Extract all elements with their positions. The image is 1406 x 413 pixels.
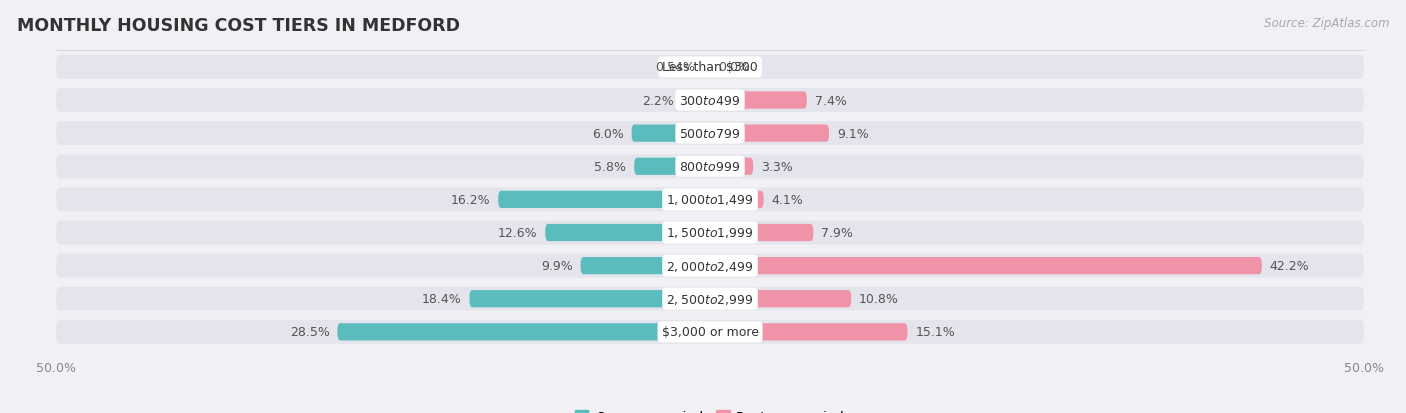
FancyBboxPatch shape — [710, 92, 807, 109]
Text: 10.8%: 10.8% — [859, 292, 898, 306]
FancyBboxPatch shape — [546, 224, 710, 242]
Text: 7.4%: 7.4% — [814, 94, 846, 107]
Text: 0.0%: 0.0% — [718, 61, 749, 74]
Text: $1,500 to $1,999: $1,500 to $1,999 — [666, 226, 754, 240]
Text: $1,000 to $1,499: $1,000 to $1,499 — [666, 193, 754, 207]
FancyBboxPatch shape — [710, 323, 907, 341]
FancyBboxPatch shape — [710, 224, 813, 242]
FancyBboxPatch shape — [682, 92, 710, 109]
FancyBboxPatch shape — [470, 290, 710, 308]
Text: 5.8%: 5.8% — [595, 160, 626, 173]
FancyBboxPatch shape — [498, 191, 710, 209]
Text: 28.5%: 28.5% — [290, 325, 329, 339]
Text: 12.6%: 12.6% — [498, 226, 537, 240]
FancyBboxPatch shape — [703, 59, 710, 76]
FancyBboxPatch shape — [56, 89, 1364, 113]
Text: 16.2%: 16.2% — [451, 193, 491, 206]
Text: $2,000 to $2,499: $2,000 to $2,499 — [666, 259, 754, 273]
Text: $500 to $799: $500 to $799 — [679, 127, 741, 140]
Text: $2,500 to $2,999: $2,500 to $2,999 — [666, 292, 754, 306]
Text: 7.9%: 7.9% — [821, 226, 853, 240]
FancyBboxPatch shape — [631, 125, 710, 142]
FancyBboxPatch shape — [710, 191, 763, 209]
FancyBboxPatch shape — [710, 290, 851, 308]
Text: 15.1%: 15.1% — [915, 325, 955, 339]
Text: 2.2%: 2.2% — [641, 94, 673, 107]
FancyBboxPatch shape — [56, 221, 1364, 245]
FancyBboxPatch shape — [56, 320, 1364, 344]
Text: 3.3%: 3.3% — [761, 160, 793, 173]
Text: MONTHLY HOUSING COST TIERS IN MEDFORD: MONTHLY HOUSING COST TIERS IN MEDFORD — [17, 17, 460, 34]
FancyBboxPatch shape — [337, 323, 710, 341]
Text: Less than $300: Less than $300 — [662, 61, 758, 74]
Legend: Owner-occupied, Renter-occupied: Owner-occupied, Renter-occupied — [569, 405, 851, 413]
FancyBboxPatch shape — [634, 158, 710, 176]
Text: 18.4%: 18.4% — [422, 292, 461, 306]
FancyBboxPatch shape — [710, 257, 1261, 275]
FancyBboxPatch shape — [710, 125, 830, 142]
FancyBboxPatch shape — [56, 188, 1364, 212]
Text: $300 to $499: $300 to $499 — [679, 94, 741, 107]
Text: $800 to $999: $800 to $999 — [679, 160, 741, 173]
Text: 42.2%: 42.2% — [1270, 259, 1309, 273]
Text: 0.54%: 0.54% — [655, 61, 695, 74]
Text: 4.1%: 4.1% — [772, 193, 803, 206]
FancyBboxPatch shape — [56, 122, 1364, 146]
Text: 9.9%: 9.9% — [541, 259, 572, 273]
FancyBboxPatch shape — [710, 158, 754, 176]
Text: Source: ZipAtlas.com: Source: ZipAtlas.com — [1264, 17, 1389, 29]
Text: $3,000 or more: $3,000 or more — [662, 325, 758, 339]
FancyBboxPatch shape — [581, 257, 710, 275]
FancyBboxPatch shape — [56, 254, 1364, 278]
Text: 9.1%: 9.1% — [837, 127, 869, 140]
FancyBboxPatch shape — [56, 56, 1364, 80]
FancyBboxPatch shape — [56, 155, 1364, 179]
Text: 6.0%: 6.0% — [592, 127, 624, 140]
FancyBboxPatch shape — [56, 287, 1364, 311]
